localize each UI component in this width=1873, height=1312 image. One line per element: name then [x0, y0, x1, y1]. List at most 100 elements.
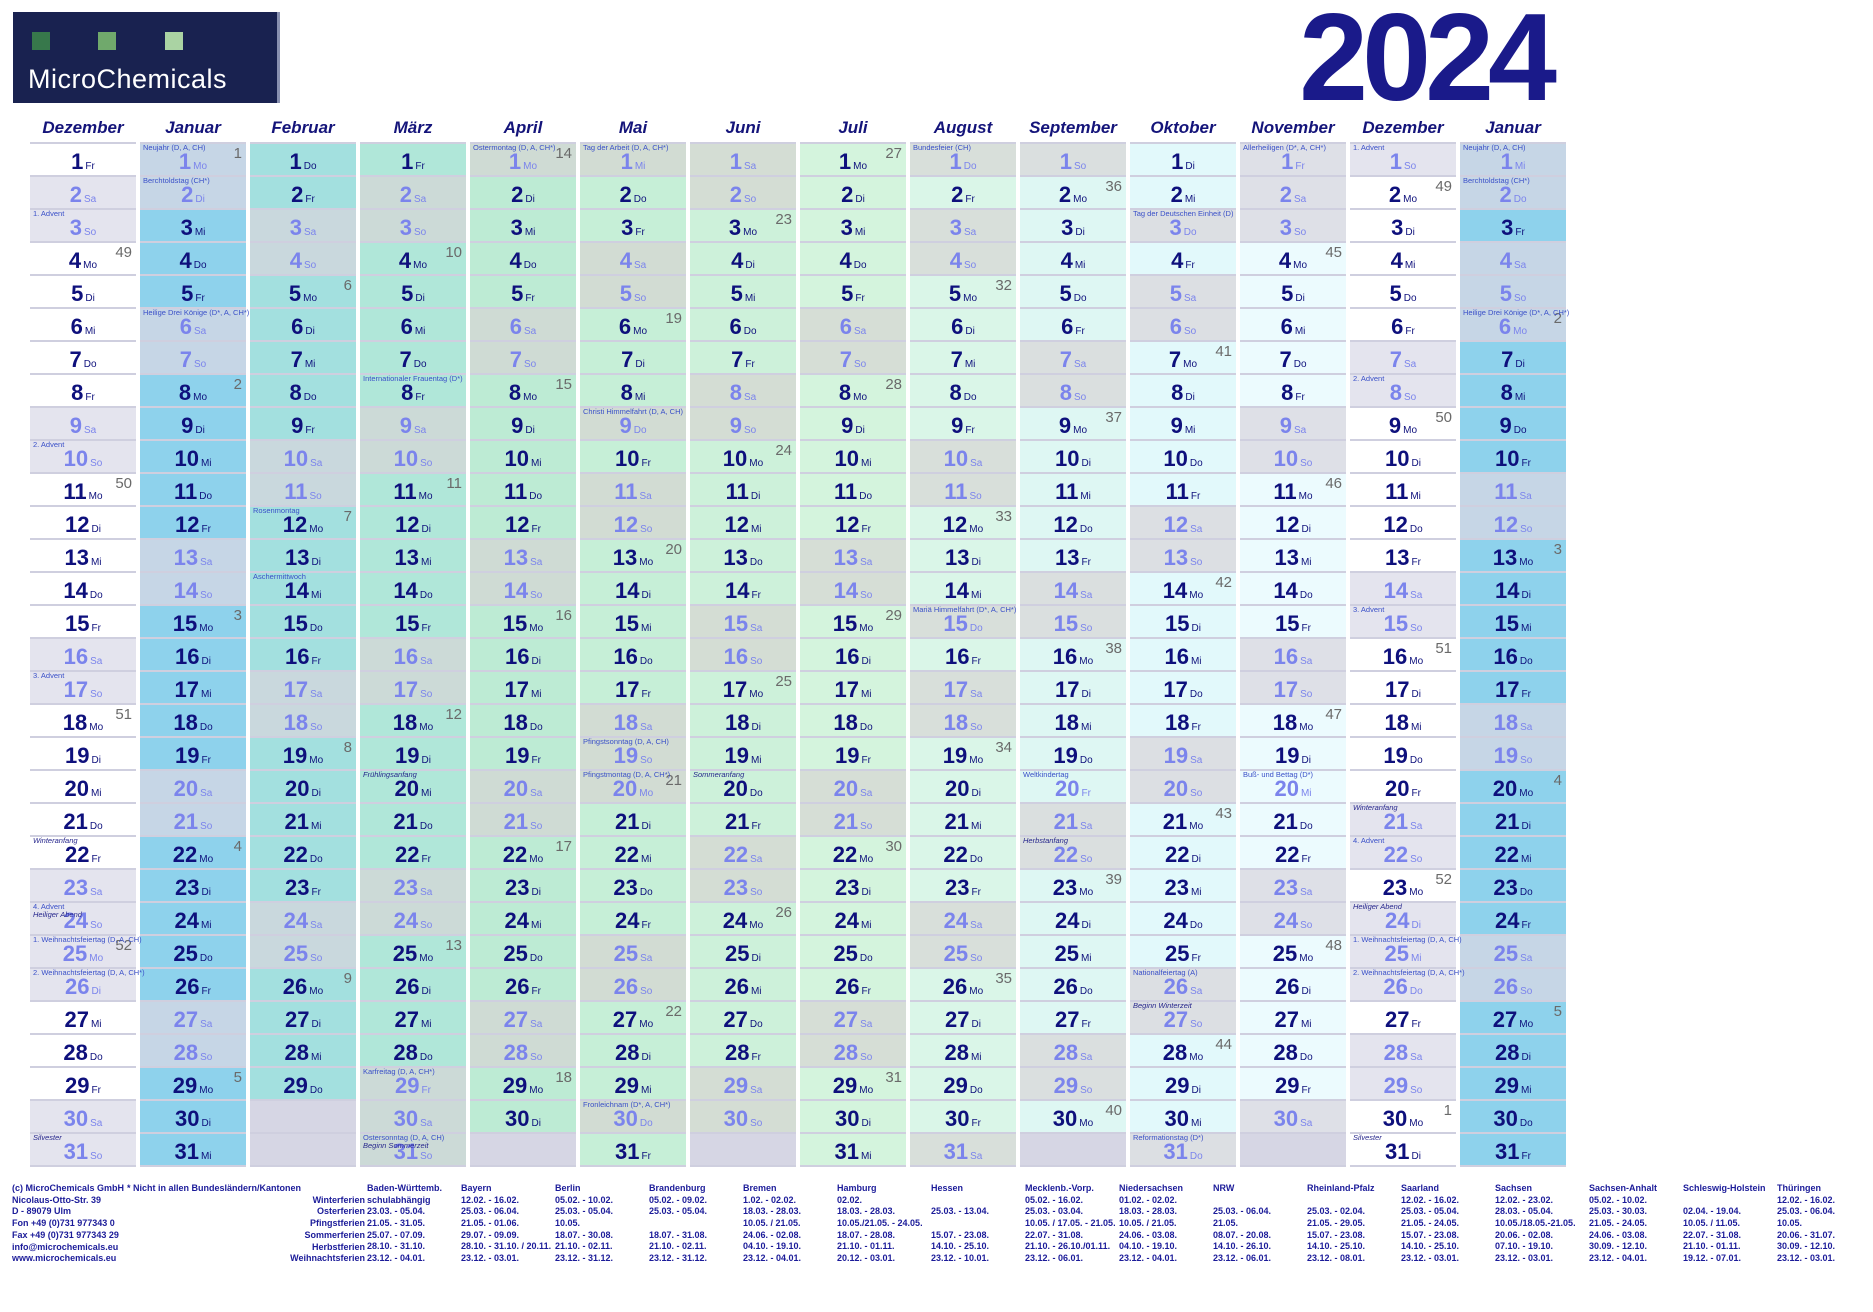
day-number: 16	[1273, 644, 1299, 669]
weekday-abbr: Mi	[310, 590, 322, 601]
day-cell: 1. Advent 3 So	[30, 210, 136, 241]
vacation-dates: 22.07. - 31.08.	[1025, 1229, 1084, 1240]
holiday-label: 4. Advent	[33, 902, 65, 911]
day-cell: 23 Di	[140, 870, 246, 901]
weekday-abbr: So	[1080, 1085, 1093, 1096]
day-cell: 6 Fr	[1350, 309, 1456, 340]
day-number: 29	[172, 1073, 198, 1098]
vacation-dates: 21.05.	[1213, 1218, 1239, 1229]
day-number: 22	[832, 842, 858, 867]
day-number: 6	[1169, 314, 1182, 339]
day-number: 25	[392, 941, 418, 966]
holiday-label: 2. Weihnachtsfeiertag (D, A, CH*)	[33, 968, 145, 977]
event-label: Heiliger Abend	[33, 910, 82, 919]
day-cell: 22 Fr	[1240, 837, 1346, 868]
vacation-dates: 18.03. - 28.03.	[837, 1206, 896, 1217]
weekday-abbr: So	[1300, 689, 1313, 700]
weekday-abbr: So	[1300, 458, 1313, 469]
day-number: 17	[722, 677, 748, 702]
state-column-hamburg: Hamburg 02.02. 18.03. - 28.03. 10.05./21.05…	[837, 1183, 931, 1265]
day-number: 6	[618, 314, 632, 339]
holiday-label: 3. Advent	[33, 671, 65, 680]
day-number: 31	[63, 1139, 89, 1164]
vacation-dates: 10.05.	[555, 1218, 581, 1229]
day-number: 4	[619, 248, 632, 273]
vacation-dates: 05.02. - 10.02.	[1589, 1194, 1648, 1205]
day-cell: 21 Sa	[1020, 804, 1126, 835]
holiday-label: Ostermontag (D, A, CH*)	[473, 143, 556, 152]
vacation-dates: 20.12. - 03.01.	[837, 1253, 896, 1264]
day-number: 1	[838, 149, 852, 174]
weekday-abbr: Di	[531, 656, 541, 667]
day-cell: 27 Mi	[360, 1002, 466, 1033]
day-cell: 13 Sa	[470, 540, 576, 571]
day-number: 9	[1388, 413, 1402, 438]
day-number: 21	[833, 809, 859, 834]
weekday-abbr: Mo	[1189, 821, 1204, 832]
day-cell: Beginn Winterzeit 27 So	[1130, 1002, 1236, 1033]
day-cell: 36 2 Mo	[1020, 177, 1126, 208]
weekday-abbr: Sa	[970, 920, 983, 931]
weekday-abbr: Mi	[860, 1151, 872, 1162]
weekday-abbr: Mo	[1299, 953, 1314, 964]
weekday-abbr: Sa	[200, 1019, 213, 1030]
vacation-dates: 23.12. - 10.01.	[931, 1253, 990, 1264]
day-cell: Nationalfeiertag (A) 26 Sa	[1130, 969, 1236, 1000]
day-cell: Frühlingsanfang 20 Mi	[360, 771, 466, 802]
weekday-abbr: Sa	[1080, 1052, 1093, 1063]
week-number: 6	[343, 277, 352, 294]
weekday-abbr: Fr	[1301, 623, 1311, 634]
day-number: 8	[838, 380, 852, 405]
day-labels: Tag der Deutschen Einheit (D)	[1133, 210, 1233, 218]
week-number: 7	[343, 508, 352, 525]
day-number: 25	[943, 941, 969, 966]
day-number: 31	[393, 1139, 419, 1164]
day-cell: Neujahr (D, A, CH) 1 Mi	[1460, 144, 1566, 175]
state-name: Hessen	[931, 1183, 964, 1193]
weekday-abbr: Di	[855, 425, 865, 436]
day-number: 14	[1273, 578, 1298, 603]
vacation-dates: 24.06. - 02.08.	[743, 1229, 802, 1240]
day-number: 10	[722, 446, 748, 471]
day-labels: Sommeranfang	[693, 771, 744, 779]
state-name: NRW	[1213, 1183, 1235, 1193]
day-cell: 2 Sa	[1240, 177, 1346, 208]
day-number: 22	[1165, 842, 1190, 867]
vacation-dates: 25.03. - 03.04.	[1025, 1206, 1084, 1217]
company-email-link[interactable]: info@microchemicals.eu	[12, 1241, 119, 1252]
day-labels: Christi Himmelfahrt (D, A, CH)	[583, 408, 683, 416]
day-number: 5	[181, 281, 194, 306]
weekday-abbr: Mi	[1300, 788, 1312, 799]
vacation-row-labels: Winterferien Osterferien Pfingstferien Somm…	[127, 1195, 365, 1265]
day-cell: 1 30 Mo	[1350, 1101, 1456, 1132]
month-column-13-januar: Januar Neujahr (D, A, CH) 1 Mi Berchtoldstag…	[1460, 116, 1569, 1167]
weekday-abbr: Sa	[200, 557, 213, 568]
company-website-link[interactable]: www.microchemicals.eu	[12, 1253, 117, 1264]
day-cell: Silvester 31 Di	[1350, 1134, 1456, 1165]
day-number: 19	[724, 743, 749, 768]
vacation-dates: 10.05./21.05. - 24.05.	[837, 1218, 923, 1229]
week-number: 23	[775, 211, 792, 228]
day-number: 20	[945, 776, 970, 801]
week-number: 5	[1553, 1003, 1562, 1020]
day-cell: 12 Di	[360, 507, 466, 538]
weekday-abbr: Mo	[1409, 1118, 1424, 1129]
day-number: 31	[943, 1139, 969, 1164]
weekday-abbr: Di	[1405, 227, 1415, 238]
weekday-abbr: Mo	[1073, 194, 1088, 205]
day-number: 16	[175, 644, 200, 669]
day-number: 2	[511, 182, 524, 207]
weekday-abbr: So	[634, 293, 647, 304]
weekday-abbr: Mo	[859, 854, 874, 865]
day-cell: 11 So	[250, 474, 356, 505]
day-number: 17	[834, 677, 859, 702]
day-labels: Winteranfang	[1353, 804, 1398, 812]
day-number: 20	[723, 776, 748, 801]
day-number: 23	[63, 875, 89, 900]
day-cell: Fronleichnam (D*, A, CH*) 30 Do	[580, 1101, 686, 1132]
day-number: 27	[1163, 1007, 1189, 1032]
day-number: 6	[179, 314, 192, 339]
day-number: 20	[833, 776, 859, 801]
day-number: 26	[613, 974, 639, 999]
weekday-abbr: Di	[91, 986, 101, 997]
